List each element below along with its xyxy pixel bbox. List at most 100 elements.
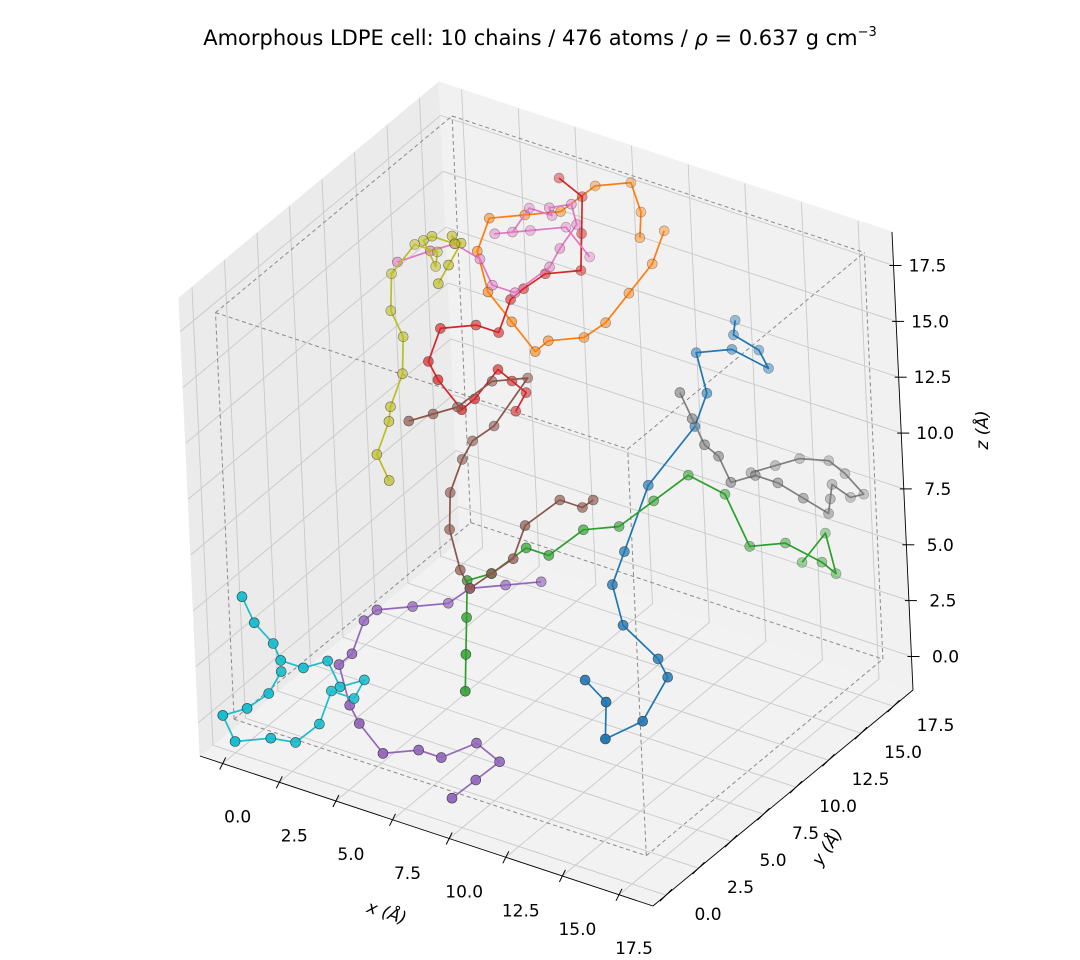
- atom-point: [359, 674, 370, 686]
- atom-point: [699, 439, 710, 451]
- x-tick-mark: [275, 776, 283, 789]
- atom-point: [459, 685, 471, 697]
- atom-point: [780, 537, 791, 549]
- atom-point: [383, 416, 395, 427]
- atom-point: [275, 666, 287, 677]
- chain-1: [579, 314, 774, 745]
- atom-point: [397, 368, 408, 380]
- grid-line-z: [187, 282, 902, 500]
- atom-point: [772, 477, 784, 489]
- atom-point: [830, 568, 842, 580]
- atom-point: [229, 736, 241, 747]
- atom-point: [744, 541, 756, 552]
- atom-point: [686, 413, 698, 425]
- atom-point: [506, 316, 518, 328]
- atom-point: [658, 225, 670, 237]
- y-tick-label: 7.5: [792, 824, 819, 844]
- y-tick-label: 2.5: [727, 878, 754, 898]
- y-tick-label: 0.0: [694, 905, 721, 925]
- atom-point: [290, 737, 301, 748]
- atom-point: [249, 617, 260, 629]
- atom-point: [442, 597, 454, 609]
- x-tick-label: 2.5: [281, 826, 308, 846]
- atom-point: [449, 238, 461, 250]
- atom-point: [589, 180, 601, 192]
- atom-point: [471, 737, 482, 749]
- axes-panes: [178, 80, 915, 907]
- x-axis-line: [199, 755, 654, 907]
- atom-point: [529, 346, 541, 357]
- grid-line-y: [224, 260, 699, 869]
- grid-line-x: [392, 145, 653, 821]
- axes-layer: 0.02.55.07.510.012.515.017.50.02.55.07.5…: [199, 231, 993, 959]
- atom-point: [487, 279, 498, 291]
- atom-point: [263, 688, 275, 699]
- atom-point: [613, 521, 625, 532]
- atom-point: [575, 265, 587, 276]
- atom-point: [467, 435, 478, 447]
- atom-point: [507, 553, 519, 565]
- atom-point: [600, 696, 612, 708]
- chart-title-main: Amorphous LDPE cell: 10 chains / 476 ato…: [203, 26, 694, 50]
- chains-layer: [217, 172, 870, 804]
- atom-point: [729, 314, 741, 326]
- atom-point: [820, 527, 831, 539]
- atom-point: [314, 718, 325, 730]
- atom-point: [794, 453, 806, 464]
- x-tick-mark: [389, 813, 396, 827]
- atom-point: [600, 733, 611, 745]
- atom-point: [662, 671, 674, 683]
- atom-point: [430, 261, 442, 272]
- atom-point: [333, 659, 345, 670]
- box-edge: [233, 718, 647, 857]
- atom-point: [236, 591, 248, 603]
- chain-10: [217, 591, 370, 748]
- z-tick-label: 17.5: [909, 257, 947, 277]
- chart-title-rho: ρ: [694, 26, 708, 50]
- chain-6: [403, 372, 599, 594]
- atom-point: [488, 420, 500, 432]
- atom-point: [646, 258, 658, 270]
- box-edge: [627, 252, 865, 450]
- atom-point: [796, 557, 808, 568]
- x-axis-title: x (Å): [363, 895, 409, 929]
- box-edge: [645, 658, 884, 857]
- grid-line-x: [335, 126, 597, 802]
- box-edge: [451, 115, 472, 523]
- atom-point: [383, 475, 395, 486]
- atom-point: [642, 479, 654, 491]
- atom-point: [506, 375, 518, 387]
- y-tick-mark: [822, 753, 835, 767]
- y-tick-label: 17.5: [917, 716, 955, 736]
- atom-point: [489, 228, 501, 240]
- atom-point: [386, 268, 397, 280]
- atom-point: [619, 546, 630, 557]
- atom-point: [690, 347, 702, 359]
- y-tick-mark: [854, 726, 868, 740]
- grid-line-y: [191, 287, 667, 896]
- atom-point: [749, 470, 761, 481]
- z-tick-label: 7.5: [924, 480, 951, 500]
- grid-line-z: [195, 450, 910, 667]
- atom-point: [426, 231, 438, 242]
- chart-title-eq: = 0.637 g cm: [708, 26, 858, 50]
- atom-point: [435, 323, 446, 334]
- y-tick-mark: [887, 699, 900, 713]
- box-edge: [863, 252, 884, 660]
- y-tick-mark: [692, 861, 705, 875]
- atom-point: [560, 221, 572, 233]
- atom-point: [701, 387, 713, 399]
- atom-point: [713, 450, 724, 462]
- atom-point: [577, 502, 588, 513]
- atom-point: [353, 718, 365, 729]
- atom-point: [576, 191, 588, 202]
- x-tick-mark: [445, 832, 453, 845]
- atom-point: [587, 494, 599, 506]
- y-tick-mark: [659, 888, 673, 902]
- atom-point: [553, 172, 565, 184]
- atom-point: [486, 568, 497, 579]
- atom-point: [566, 198, 577, 210]
- atom-point: [823, 455, 835, 467]
